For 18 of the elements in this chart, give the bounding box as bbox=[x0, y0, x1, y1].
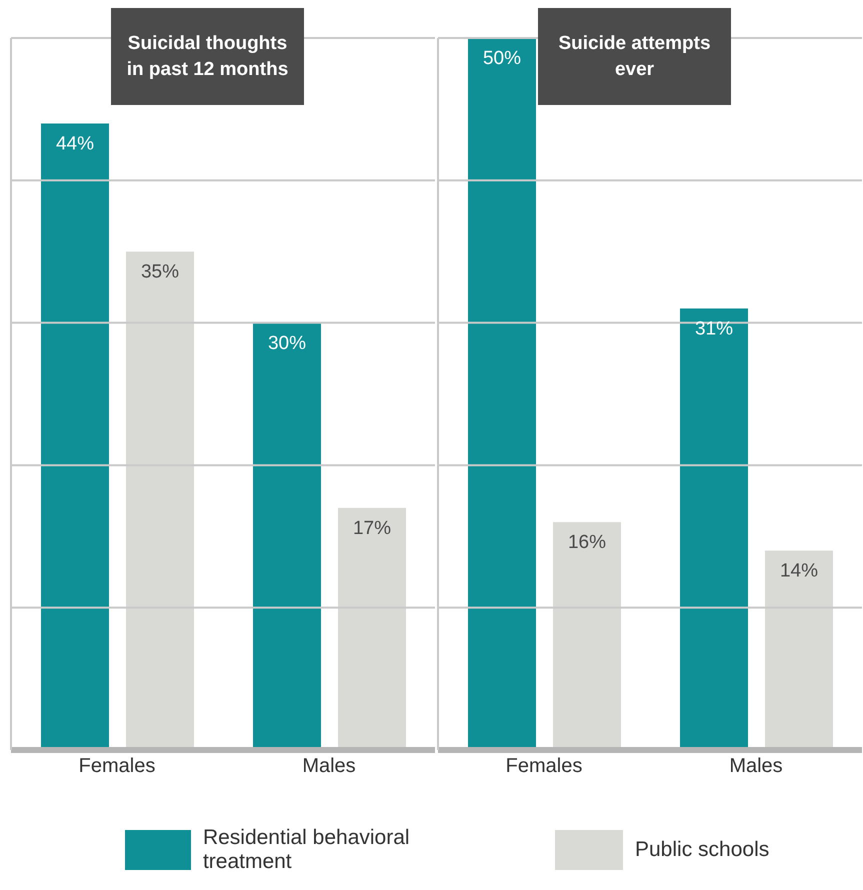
data-label: 44% bbox=[56, 133, 94, 154]
heading-box: Suicidal thoughts in past 12 months bbox=[111, 8, 304, 105]
legend-label: Residential behavioral treatment bbox=[202, 826, 411, 874]
legend-label: Public schools bbox=[635, 838, 770, 862]
data-label: 17% bbox=[352, 518, 392, 539]
data-label: 35% bbox=[140, 262, 180, 283]
chart-title: Suicidal thoughts in past 12 months bbox=[126, 32, 290, 82]
chart-title: Suicide attempts ever bbox=[557, 32, 712, 82]
x-tick-label: Males bbox=[302, 755, 356, 778]
data-label: 14% bbox=[780, 560, 818, 582]
data-label: 31% bbox=[694, 318, 734, 340]
x-tick-label: Females bbox=[506, 755, 582, 778]
x-tick-label: Females bbox=[78, 755, 156, 778]
data-label: 16% bbox=[568, 532, 606, 554]
data-label: 50% bbox=[482, 48, 522, 69]
heading-box: Suicide attempts ever bbox=[538, 8, 731, 105]
data-label: 30% bbox=[268, 332, 306, 354]
x-tick-label: Males bbox=[729, 755, 783, 778]
